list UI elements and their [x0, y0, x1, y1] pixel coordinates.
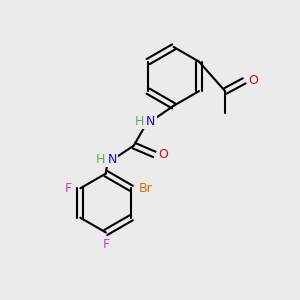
Text: F: F: [64, 182, 71, 195]
Text: Br: Br: [139, 182, 153, 195]
Text: N: N: [108, 153, 117, 166]
Text: H: H: [96, 153, 106, 166]
Text: H: H: [134, 115, 144, 128]
Text: F: F: [102, 238, 110, 251]
Text: N: N: [146, 115, 156, 128]
Text: O: O: [248, 74, 258, 87]
Text: O: O: [158, 148, 168, 161]
